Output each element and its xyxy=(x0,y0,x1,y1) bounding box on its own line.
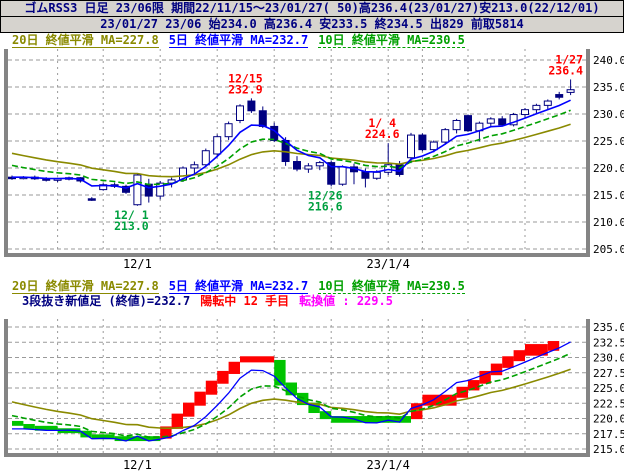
svg-text:1/27: 1/27 xyxy=(555,52,583,66)
bottom-chart-ma-legend: 20日 終値平滑 MA=227.8 5日 終値平滑 MA=232.7 10日 終値平… xyxy=(0,279,624,294)
svg-text:240.0: 240.0 xyxy=(593,54,624,67)
svg-text:232.9: 232.9 xyxy=(228,82,263,96)
line-break-status-legend: 3段抜き新値足 (終値)=232.7 陽転中 12 手目 転換値 : 229.5 xyxy=(0,294,624,309)
svg-text:216.6: 216.6 xyxy=(308,199,343,213)
quote-info-bar: 23/01/27 23/06 始234.0 高236.4 安233.5 終234… xyxy=(0,17,624,33)
svg-text:230.0: 230.0 xyxy=(593,108,624,121)
candlestick-chart-x-axis-labels: 12/1 23/1/4 xyxy=(123,257,410,271)
lb-ma20-line xyxy=(11,368,571,430)
svg-text:224.6: 224.6 xyxy=(365,127,400,141)
svg-text:225.0: 225.0 xyxy=(593,382,624,395)
svg-text:232.5: 232.5 xyxy=(593,336,624,349)
svg-text:205.0: 205.0 xyxy=(593,243,624,256)
candlestick-chart-frame xyxy=(4,49,590,257)
svg-text:23/1/4: 23/1/4 xyxy=(367,257,410,271)
daily-candlestick-chart: 240.0 235.0 230.0 225.0 220.0 215.0 210.0 205.0… xyxy=(4,49,624,271)
legend-top-item-1: 5日 終値平滑 MA=232.7 xyxy=(168,33,309,48)
svg-text:215.0: 215.0 xyxy=(593,189,624,202)
legend-bottom-status-item-1: 陽転中 12 手目 xyxy=(200,294,290,308)
svg-text:23/1/4: 23/1/4 xyxy=(367,458,410,472)
legend-bottom-ma-item-0: 20日 終値平滑 MA=227.8 xyxy=(12,279,159,294)
svg-text:220.0: 220.0 xyxy=(593,413,624,426)
svg-text:222.5: 222.5 xyxy=(593,397,624,410)
svg-text:12/ 1: 12/ 1 xyxy=(114,208,149,222)
svg-text:235.0: 235.0 xyxy=(593,81,624,94)
svg-text:12/1: 12/1 xyxy=(123,458,152,472)
svg-text:220.0: 220.0 xyxy=(593,162,624,175)
line-break-chart-y-axis-labels: 235.0 232.5 230.0 227.5 225.0 222.5 220.0 217.5… xyxy=(593,321,624,456)
svg-text:227.5: 227.5 xyxy=(593,367,624,380)
svg-text:236.4: 236.4 xyxy=(548,63,583,77)
svg-text:12/26: 12/26 xyxy=(308,188,343,202)
svg-text:217.5: 217.5 xyxy=(593,428,624,441)
legend-bottom-ma-item-2: 10日 終値平滑 MA=230.5 xyxy=(318,279,465,294)
legend-bottom-status-item-2: 転換値 : 229.5 xyxy=(299,294,393,308)
svg-text:235.0: 235.0 xyxy=(593,321,624,334)
svg-text:230.0: 230.0 xyxy=(593,352,624,365)
top-chart-ma-legend: 20日 終値平滑 MA=227.8 5日 終値平滑 MA=232.7 10日 終値平… xyxy=(0,33,624,49)
line-break-chart-x-axis-labels: 12/1 23/1/4 xyxy=(123,458,410,472)
svg-text:215.0: 215.0 xyxy=(593,443,624,456)
legend-top-item-2: 10日 終値平滑 MA=230.5 xyxy=(318,33,465,48)
svg-text:213.0: 213.0 xyxy=(114,219,149,233)
three-line-break-chart: 235.0 232.5 230.0 227.5 225.0 222.5 220.0 217.5… xyxy=(4,319,624,472)
svg-text:12/15: 12/15 xyxy=(228,71,263,85)
legend-top-item-0: 20日 終値平滑 MA=227.8 xyxy=(12,33,159,48)
line-break-chart-frame xyxy=(4,319,590,457)
svg-text:210.0: 210.0 xyxy=(593,216,624,229)
svg-text:225.0: 225.0 xyxy=(593,135,624,148)
chart-info-bar: ゴムRSS3 日足 23/06限 期間22/11/15～23/01/27( 50… xyxy=(0,0,624,17)
lb-ma5-line xyxy=(12,341,571,442)
ma5-line xyxy=(12,99,571,189)
candlestick-chart-y-axis-labels: 240.0 235.0 230.0 225.0 220.0 215.0 210.0 205.0 xyxy=(593,54,624,256)
candles-group xyxy=(8,79,575,206)
legend-bottom-status-item-0: 3段抜き新値足 (終値)=232.7 xyxy=(22,294,191,308)
ma10-line xyxy=(11,109,571,186)
legend-bottom-ma-item-1: 5日 終値平滑 MA=232.7 xyxy=(168,279,309,294)
svg-text:12/1: 12/1 xyxy=(123,257,152,271)
ma20-line xyxy=(11,123,571,178)
svg-text:1/ 4: 1/ 4 xyxy=(368,116,396,130)
